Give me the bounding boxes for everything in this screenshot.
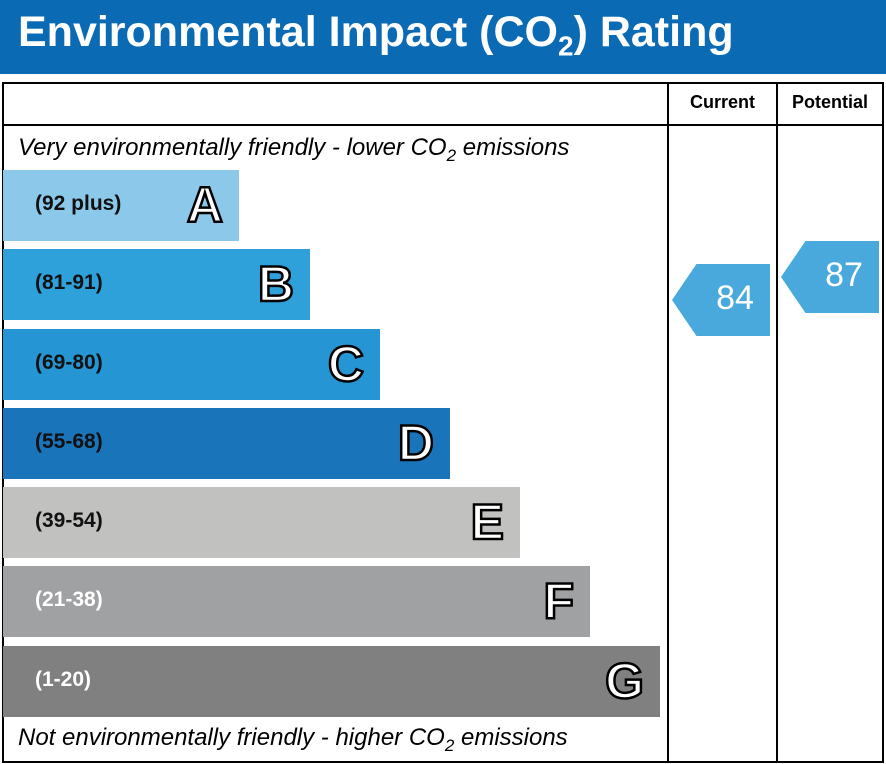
band-bar-d: (55-68) D: [3, 408, 450, 479]
title-end: ) Rating: [573, 8, 734, 56]
band-range: (55-68): [35, 430, 103, 453]
divider-potential: [776, 82, 778, 763]
band-letter: B: [257, 255, 296, 314]
divider-current: [667, 82, 669, 763]
header-divider: [2, 124, 884, 126]
band-bar-a: (92 plus) A: [3, 170, 239, 241]
band-range: (69-80): [35, 351, 103, 374]
column-potential: Potential: [791, 92, 868, 112]
band-range: (1-20): [35, 668, 92, 691]
band-bar-f: (21-38) F: [3, 566, 590, 637]
band-letter: D: [397, 414, 436, 473]
top-note-text: Very environmentally friendly - lower CO: [18, 134, 447, 161]
title-banner: Environmental Impact (CO2) Rating: [0, 0, 886, 74]
band-letter: E: [469, 493, 505, 552]
band-bar-e: (39-54) E: [3, 487, 520, 558]
band-bar-c: (69-80) C: [3, 329, 380, 400]
current-rating-value: 84: [716, 279, 754, 317]
band-range: (92 plus): [35, 192, 122, 215]
band-letter: A: [186, 176, 225, 235]
title-text: Environmental Impact (CO: [18, 8, 558, 56]
band-letter: G: [604, 652, 645, 711]
column-current: Current: [689, 92, 755, 112]
band-range: (81-91): [35, 271, 103, 294]
band-range: (39-54): [35, 509, 103, 532]
bottom-note: Not environmentally friendly - higher CO…: [18, 724, 568, 756]
top-note-sub: 2: [446, 145, 457, 165]
band-bar-g: (1-20) G: [3, 646, 660, 717]
bottom-note-end: emissions: [454, 724, 568, 751]
band-bar-b: (81-91) B: [3, 249, 310, 320]
title-subscript: 2: [557, 30, 574, 62]
bottom-note-text: Not environmentally friendly - higher CO: [18, 724, 445, 751]
band-range: (21-38): [35, 588, 103, 611]
potential-rating-arrow: 87: [781, 241, 879, 313]
band-letter: F: [542, 572, 575, 631]
top-note: Very environmentally friendly - lower CO…: [18, 134, 569, 166]
top-note-end: emissions: [456, 134, 570, 161]
band-letter: C: [327, 335, 366, 394]
bottom-note-sub: 2: [444, 735, 455, 755]
chart-title: Environmental Impact (CO2) Rating: [18, 8, 734, 63]
potential-rating-value: 87: [825, 256, 863, 294]
